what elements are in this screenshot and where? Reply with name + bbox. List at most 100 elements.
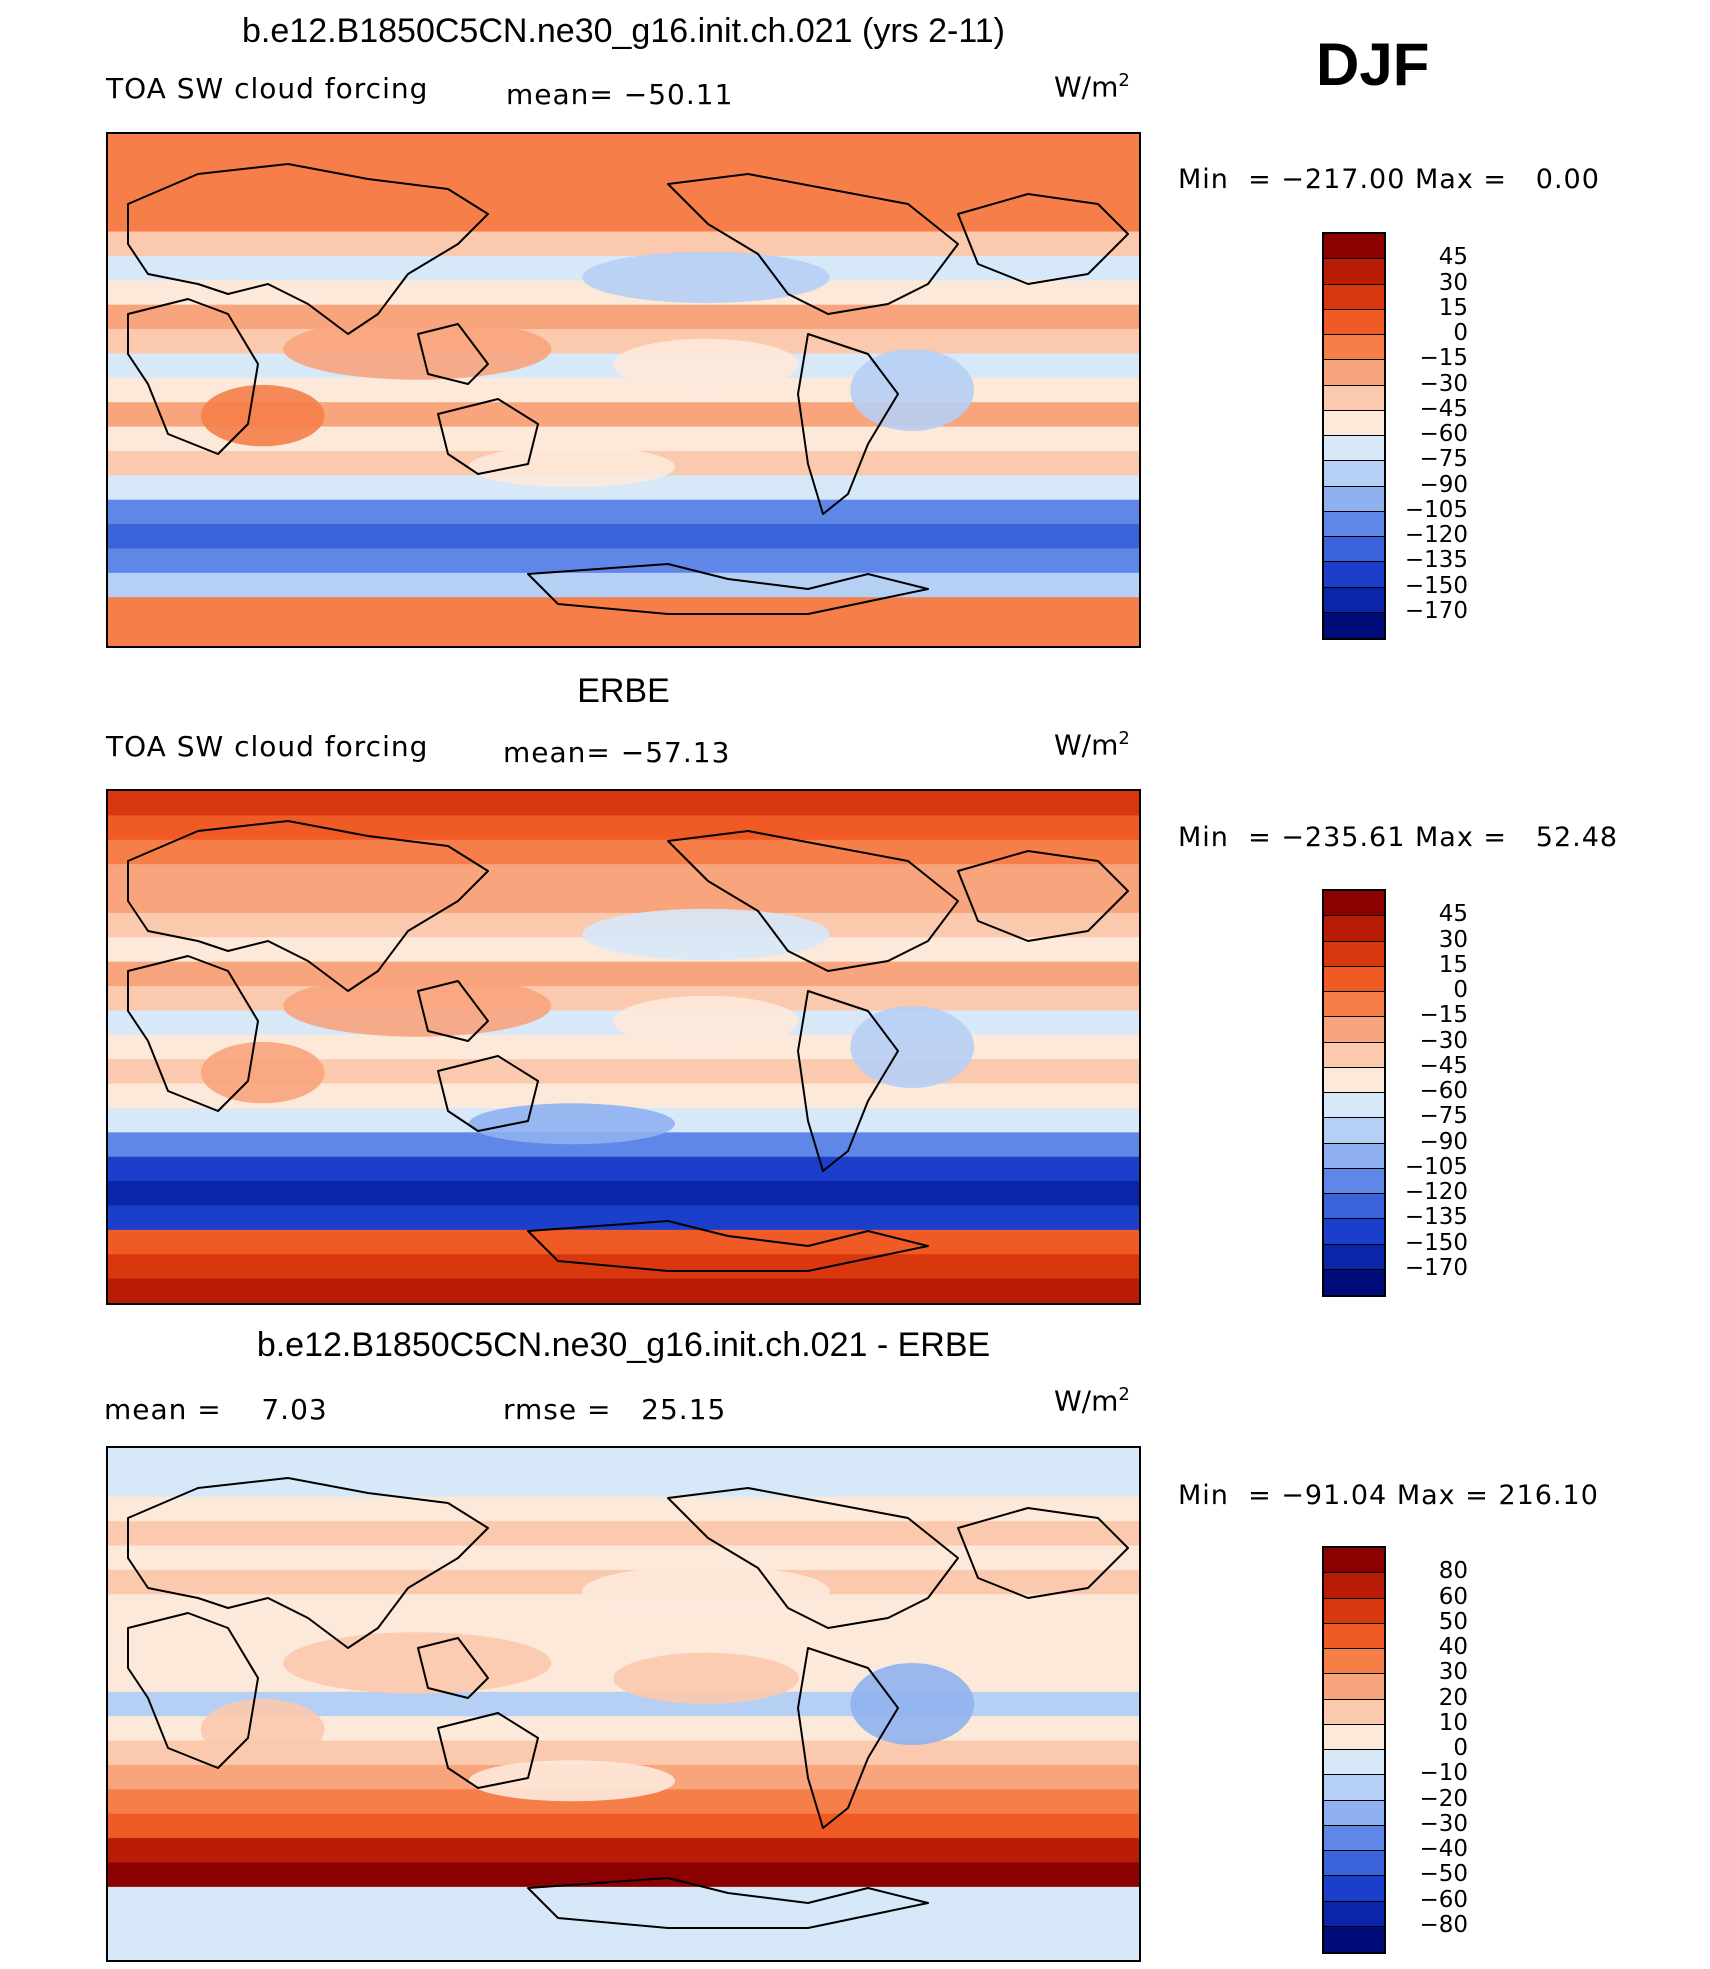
colorbar-tick-label: −75 <box>1419 1103 1468 1130</box>
zonal-band-0 <box>108 1448 1139 1474</box>
zonal-band-0 <box>108 134 1139 160</box>
panel-1-left-label: TOA SW cloud forcing <box>106 72 429 105</box>
colorbar-tick-label: −170 <box>1404 597 1468 624</box>
panel-3-min-value: −91.04 <box>1281 1480 1388 1511</box>
panel-2-map <box>106 789 1141 1305</box>
zonal-band-1 <box>108 158 1139 184</box>
colorbar-tick-label: −80 <box>1419 1911 1468 1938</box>
zonal-band-16 <box>108 1181 1139 1207</box>
panel-1-colorbar <box>1322 232 1386 640</box>
panel-2-mean-label: mean= −57.13 <box>503 736 731 769</box>
zonal-band-15 <box>108 499 1139 525</box>
colorbar-swatch <box>1324 1143 1384 1169</box>
coastline-outline-3 <box>437 1055 539 1132</box>
colorbar-swatch <box>1324 1269 1384 1295</box>
coastline-outline-6 <box>957 1507 1129 1599</box>
colorbar-tick-label: −170 <box>1404 1254 1468 1281</box>
coastline-outline-2 <box>417 323 489 385</box>
panel-3-max-value: 216.10 <box>1498 1480 1599 1511</box>
zonal-band-3 <box>108 207 1139 233</box>
coastline-outline-4 <box>667 1487 959 1629</box>
panel-1-minmax: Min = −217.00 Max = 0.00 <box>1178 164 1600 195</box>
colorbar-swatch <box>1324 1926 1384 1952</box>
panel-1-units: W/m2 <box>1054 70 1130 104</box>
colorbar-swatch <box>1324 1573 1384 1599</box>
colorbar-tick-label: −20 <box>1419 1785 1468 1812</box>
colorbar-swatch <box>1324 1118 1384 1144</box>
zonal-band-3 <box>108 864 1139 890</box>
colorbar-tick-label: 40 <box>1438 1634 1468 1660</box>
colorbar-tick-label: −105 <box>1404 496 1468 523</box>
colorbar-swatch <box>1324 941 1384 967</box>
colorbar-tick-label: −150 <box>1404 572 1468 599</box>
colorbar-tick-label: 45 <box>1438 901 1468 928</box>
panel-3-units: W/m2 <box>1054 1384 1130 1418</box>
colorbar-tick-label: 15 <box>1438 951 1468 978</box>
colorbar-tick-label: −45 <box>1419 1052 1468 1079</box>
colorbar-tick-label: 20 <box>1438 1684 1468 1711</box>
colorbar-tick-label: 30 <box>1438 269 1468 296</box>
field-anomaly-2 <box>613 995 799 1047</box>
zonal-band-16 <box>108 524 1139 550</box>
zonal-band-2 <box>108 839 1139 865</box>
colorbar-tick-label: −40 <box>1419 1836 1468 1862</box>
colorbar-swatch <box>1324 1219 1384 1245</box>
colorbar-tick-label: 15 <box>1438 294 1468 321</box>
zonal-band-8 <box>108 1643 1139 1669</box>
colorbar-swatch <box>1324 410 1384 436</box>
season-label: DJF <box>1316 31 1430 98</box>
zonal-band-15 <box>108 1813 1139 1839</box>
zonal-band-7 <box>108 961 1139 987</box>
colorbar-tick-label: −10 <box>1419 1760 1468 1787</box>
colorbar-swatch <box>1324 284 1384 310</box>
zonal-band-18 <box>108 572 1139 599</box>
colorbar-tick-label: −15 <box>1419 345 1468 372</box>
colorbar-swatch <box>1324 1851 1384 1877</box>
panel-3-colorbar <box>1322 1546 1386 1954</box>
colorbar-tick-label: −150 <box>1404 1229 1468 1256</box>
colorbar-tick-label: −120 <box>1404 1179 1468 1205</box>
coastline-outline-6 <box>957 193 1129 285</box>
coastline-outline-3 <box>437 398 539 475</box>
colorbar-swatch <box>1324 1649 1384 1675</box>
coastline-outline-1 <box>127 1612 259 1769</box>
colorbar-swatch <box>1324 992 1384 1018</box>
colorbar-swatch <box>1324 1093 1384 1119</box>
zonal-band-3 <box>108 1521 1139 1547</box>
colorbar-swatch <box>1324 486 1384 512</box>
colorbar-tick-label: −60 <box>1419 1886 1468 1913</box>
zonal-band-4 <box>108 888 1139 914</box>
coastline-outline-4 <box>667 173 959 315</box>
zonal-band-1 <box>108 815 1139 841</box>
colorbar-tick-label: −15 <box>1419 1002 1468 1029</box>
colorbar-swatch <box>1324 1017 1384 1043</box>
colorbar-tick-label: −120 <box>1404 522 1468 548</box>
panel-2-title: ERBE <box>577 672 670 710</box>
coastline-outline-0 <box>127 1477 489 1649</box>
colorbar-swatch <box>1324 587 1384 613</box>
panel-1-max-value: 0.00 <box>1535 164 1600 195</box>
colorbar-swatch <box>1324 1775 1384 1801</box>
colorbar-swatch <box>1324 1825 1384 1851</box>
panel-3-heatmap <box>108 1448 1139 1960</box>
field-anomaly-0 <box>283 975 552 1037</box>
colorbar-swatch <box>1324 335 1384 361</box>
field-anomaly-1 <box>582 1565 830 1617</box>
colorbar-swatch <box>1324 1244 1384 1270</box>
zonal-band-8 <box>108 986 1139 1012</box>
colorbar-tick-label: −135 <box>1404 1204 1468 1231</box>
colorbar-swatch <box>1324 360 1384 386</box>
colorbar-tick-label: 80 <box>1438 1558 1468 1585</box>
zonal-band-2 <box>108 1496 1139 1522</box>
coastline-outline-3 <box>437 1712 539 1789</box>
colorbar-swatch <box>1324 891 1384 917</box>
zonal-band-20 <box>108 1278 1139 1303</box>
colorbar-swatch <box>1324 916 1384 942</box>
panel-2-min-label: Min <box>1178 822 1229 853</box>
coastline-outline-4 <box>667 830 959 972</box>
colorbar-swatch <box>1324 1623 1384 1649</box>
colorbar-tick-label: −75 <box>1419 446 1468 473</box>
coastline-outline-5 <box>797 333 899 515</box>
zonal-band-20 <box>108 621 1139 646</box>
colorbar-swatch <box>1324 966 1384 992</box>
